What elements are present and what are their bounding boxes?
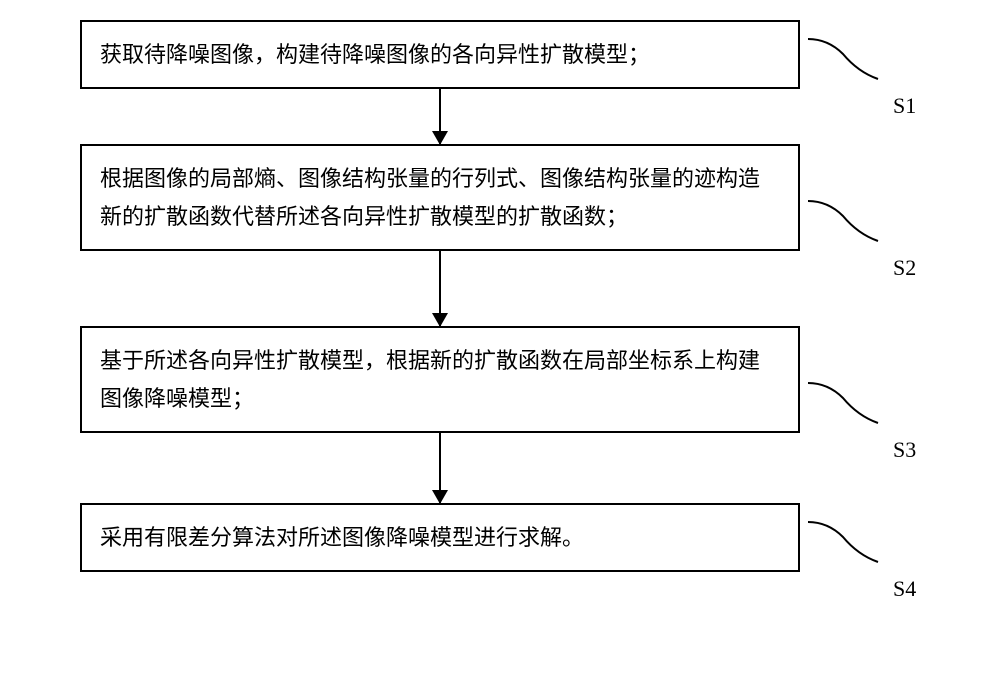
- arrow-icon: [439, 251, 441, 326]
- flowchart-container: 获取待降噪图像，构建待降噪图像的各向异性扩散模型； S1 根据图像的局部熵、图像…: [50, 20, 950, 572]
- label-group-3: S3: [808, 378, 916, 433]
- step-box-1: 获取待降噪图像，构建待降噪图像的各向异性扩散模型；: [80, 20, 800, 89]
- step-label-4: S4: [893, 576, 916, 602]
- label-group-1: S1: [808, 34, 916, 89]
- step-text-1: 获取待降噪图像，构建待降噪图像的各向异性扩散模型；: [100, 42, 650, 67]
- step-container-1: 获取待降噪图像，构建待降噪图像的各向异性扩散模型； S1: [80, 20, 950, 89]
- arrow-icon: [439, 89, 441, 144]
- step-box-2: 根据图像的局部熵、图像结构张量的行列式、图像结构张量的迹构造新的扩散函数代替所述…: [80, 144, 800, 251]
- step-container-3: 基于所述各向异性扩散模型，根据新的扩散函数在局部坐标系上构建图像降噪模型； S3: [80, 326, 950, 433]
- step-box-3: 基于所述各向异性扩散模型，根据新的扩散函数在局部坐标系上构建图像降噪模型；: [80, 326, 800, 433]
- step-container-2: 根据图像的局部熵、图像结构张量的行列式、图像结构张量的迹构造新的扩散函数代替所述…: [80, 144, 950, 251]
- step-text-2: 根据图像的局部熵、图像结构张量的行列式、图像结构张量的迹构造新的扩散函数代替所述…: [100, 166, 760, 228]
- step-label-2: S2: [893, 255, 916, 281]
- arrow-1: [80, 89, 800, 144]
- brace-icon: [808, 34, 888, 89]
- arrow-icon: [439, 433, 441, 503]
- step-label-3: S3: [893, 437, 916, 463]
- label-group-4: S4: [808, 517, 916, 572]
- brace-icon: [808, 517, 888, 572]
- brace-icon: [808, 378, 888, 433]
- step-container-4: 采用有限差分算法对所述图像降噪模型进行求解。 S4: [80, 503, 950, 572]
- step-text-3: 基于所述各向异性扩散模型，根据新的扩散函数在局部坐标系上构建图像降噪模型；: [100, 348, 760, 410]
- arrow-2: [80, 251, 800, 326]
- arrow-3: [80, 433, 800, 503]
- step-label-1: S1: [893, 93, 916, 119]
- step-box-4: 采用有限差分算法对所述图像降噪模型进行求解。: [80, 503, 800, 572]
- label-group-2: S2: [808, 196, 916, 251]
- step-text-4: 采用有限差分算法对所述图像降噪模型进行求解。: [100, 525, 584, 550]
- brace-icon: [808, 196, 888, 251]
